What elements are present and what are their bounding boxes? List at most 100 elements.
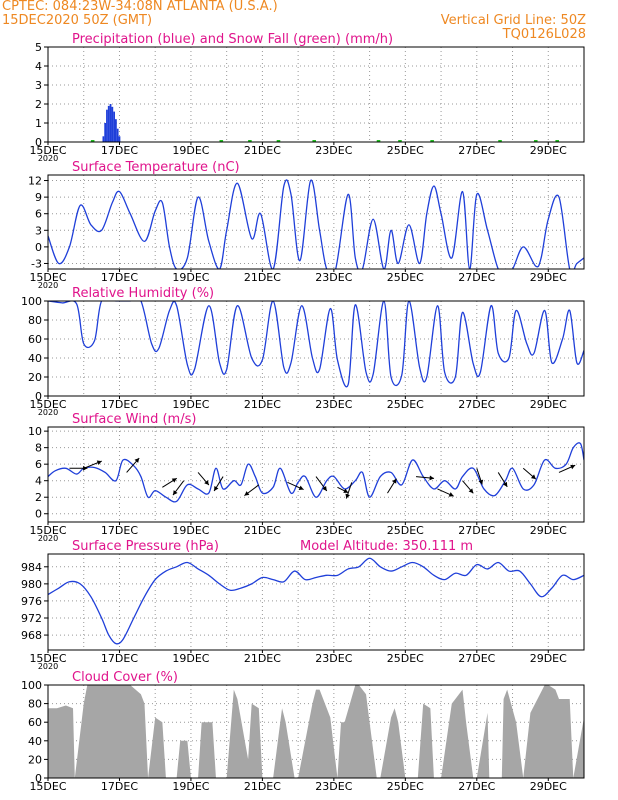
x-tick-label: 23DEC	[315, 524, 352, 537]
x-tick-label: 21DEC	[244, 652, 281, 665]
x-tick-label: 17DEC	[101, 271, 138, 284]
x-tick-label: 19DEC	[172, 524, 209, 537]
year-label: 2020	[38, 154, 58, 163]
y-tick-label: 968	[21, 629, 42, 642]
precip-title: Precipitation (blue) and Snow Fall (gree…	[72, 32, 393, 47]
x-tick-label: 27DEC	[458, 271, 495, 284]
x-tick-label: 21DEC	[244, 144, 281, 157]
x-tick-label: 25DEC	[387, 398, 424, 411]
wind-arrow-head	[244, 491, 250, 496]
x-tick-label: 19DEC	[172, 398, 209, 411]
y-tick-label: 0	[35, 136, 42, 149]
wind-arrow-head	[468, 488, 474, 494]
x-tick-label: 25DEC	[387, 524, 424, 537]
year-label: 2020	[38, 408, 58, 417]
x-tick-label: 27DEC	[458, 524, 495, 537]
header-date: 15DEC2020 50Z (GMT)	[2, 13, 153, 28]
y-tick-label: 100	[21, 295, 42, 308]
precip-bar	[116, 128, 119, 142]
cloud-area	[48, 685, 584, 778]
y-tick-label: 60	[28, 716, 42, 729]
x-tick-label: 19DEC	[172, 652, 209, 665]
wind-arrow-head	[343, 488, 349, 493]
x-tick-label: 21DEC	[244, 524, 281, 537]
y-tick-label: -3	[31, 257, 42, 270]
y-tick-label: 0	[35, 772, 42, 785]
humidity-plot	[48, 301, 584, 388]
y-tick-label: 976	[21, 595, 42, 608]
wind-arrow-head	[392, 478, 397, 484]
y-tick-label: 20	[28, 753, 42, 766]
precip-panel: 0 1 2 3 4 5 15DEC 17DEC 19DEC 21DEC 23DEC 25DEC 27DE…	[29, 32, 585, 163]
wind-arrow-head	[478, 479, 484, 485]
y-tick-label: 60	[28, 333, 42, 346]
x-tick-label: 25DEC	[387, 144, 424, 157]
precip-bar	[106, 109, 108, 142]
x-tick-label: 23DEC	[315, 271, 352, 284]
cloud-frame	[47, 684, 585, 779]
y-tick-label: 8	[35, 442, 42, 455]
pressure-title: Surface Pressure (hPa)	[72, 539, 219, 554]
cloud-plot	[48, 685, 584, 778]
y-tick-label: 5	[35, 41, 42, 54]
x-tick-label: 25DEC	[387, 652, 424, 665]
x-tick-label: 27DEC	[458, 652, 495, 665]
wind-arrow-head	[83, 465, 88, 471]
y-tick-label: 4	[35, 60, 42, 73]
wind-arrow-head	[429, 475, 435, 481]
year-label: 2020	[38, 534, 58, 543]
wind-arrow-head	[134, 458, 140, 463]
precip-bar	[115, 119, 117, 142]
y-tick-label: 4	[35, 475, 42, 488]
x-tick-label: 21DEC	[244, 398, 281, 411]
wind-title: Surface Wind (m/s)	[72, 412, 196, 427]
model-altitude: Model Altitude: 350.111 m	[300, 539, 473, 554]
x-tick-label: 19DEC	[172, 271, 209, 284]
precip-bar	[102, 136, 105, 142]
x-tick-label: 25DEC	[387, 780, 424, 793]
x-tick-label: 21DEC	[244, 271, 281, 284]
x-tick-label: 15DEC	[29, 144, 66, 157]
humidity-title: Relative Humidity (%)	[72, 286, 214, 301]
x-tick-label: 21DEC	[244, 780, 281, 793]
x-tick-label: 17DEC	[101, 652, 138, 665]
wind-arrow-head	[345, 493, 350, 499]
temperature-panel: -3 0 3 6 9 12 15DEC 17DEC 19DEC 21DEC 23DEC 25DEC 27…	[28, 160, 585, 290]
y-tick-label: 0	[35, 390, 42, 403]
x-tick-label: 29DEC	[530, 398, 567, 411]
x-tick-label: 17DEC	[101, 398, 138, 411]
x-tick-label: 29DEC	[530, 652, 567, 665]
temperature-plot	[48, 179, 584, 269]
pressure-plot	[48, 557, 584, 645]
y-tick-label: 100	[21, 679, 42, 692]
x-tick-label: 19DEC	[172, 780, 209, 793]
humidity-line	[48, 301, 584, 388]
x-tick-label: 29DEC	[530, 144, 567, 157]
precip-frame	[47, 46, 585, 143]
header-model-id: TQ0126L028	[502, 27, 586, 42]
x-tick-label: 29DEC	[530, 524, 567, 537]
x-tick-label: 23DEC	[315, 652, 352, 665]
wind-plot	[48, 442, 584, 503]
wind-line	[48, 442, 584, 503]
x-tick-label: 15DEC	[29, 271, 66, 284]
header-grid-line: Vertical Grid Line: 50Z	[440, 13, 586, 28]
x-tick-label: 27DEC	[458, 144, 495, 157]
year-label: 2020	[38, 281, 58, 290]
x-tick-label: 27DEC	[458, 398, 495, 411]
precip-bar	[109, 104, 112, 142]
wind-frame	[47, 426, 585, 523]
y-tick-label: 40	[28, 352, 42, 365]
y-tick-label: 6	[35, 208, 42, 221]
wind-arrow-head	[502, 481, 508, 487]
y-tick-label: 9	[35, 191, 42, 204]
y-tick-label: 2	[35, 98, 42, 111]
x-tick-label: 29DEC	[530, 780, 567, 793]
cloud-panel: 0 20 40 60 80 100 15DEC 17DEC 19DEC 21DEC 23DEC 25D…	[21, 670, 585, 793]
x-tick-label: 15DEC	[29, 780, 66, 793]
x-tick-label: 15DEC	[29, 398, 66, 411]
header-location: CPTEC: 084:23W-34:08N ATLANTA (U.S.A.)	[2, 0, 278, 14]
pressure-frame	[47, 553, 585, 651]
wind-arrow-head	[530, 474, 536, 480]
wind-arrow-head	[171, 478, 177, 483]
